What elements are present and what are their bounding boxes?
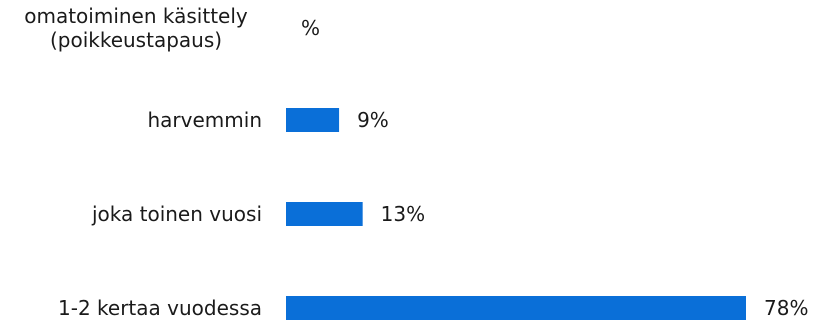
category-label: omatoiminen käsittely	[24, 4, 248, 28]
data-label: 9%	[357, 108, 389, 132]
data-label: 13%	[381, 202, 425, 226]
unit-label: %	[301, 16, 320, 40]
category-label: joka toinen vuosi	[91, 202, 262, 226]
bar	[286, 202, 363, 226]
bar	[286, 296, 746, 320]
bar	[286, 108, 340, 132]
category-label: harvemmin	[148, 108, 263, 132]
category-label: (poikkeustapaus)	[50, 28, 222, 52]
data-label: 78%	[764, 296, 808, 320]
category-label: 1-2 kertaa vuodessa	[58, 296, 262, 320]
